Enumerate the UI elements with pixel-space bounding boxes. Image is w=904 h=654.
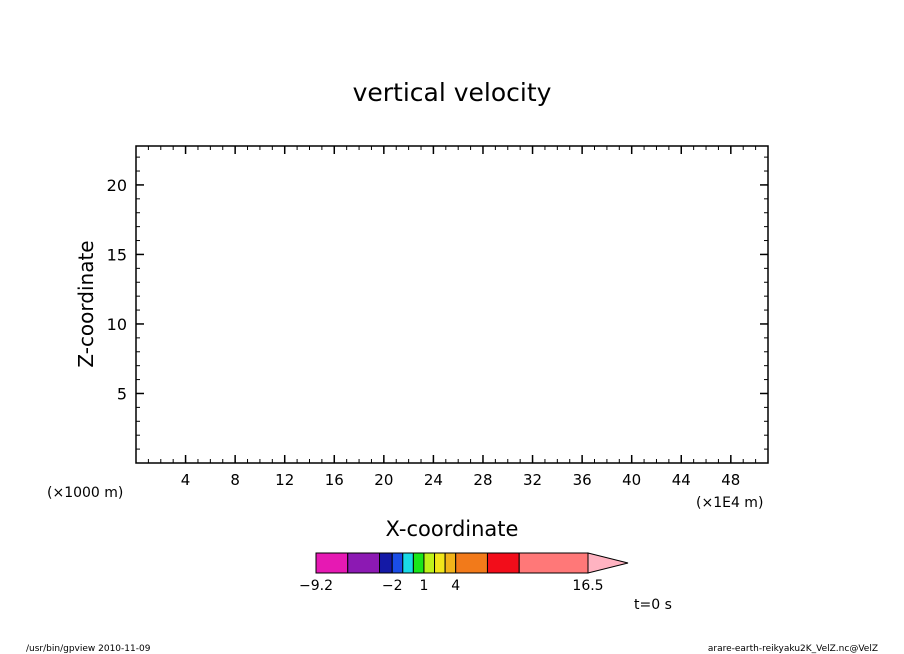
colorbar-segment [423, 552, 436, 574]
colorbar-segment [444, 552, 457, 574]
plot-frame [135, 145, 769, 464]
x-tick-label: 24 [424, 471, 443, 489]
x-tick-labels: 4 8 12 16 20 24 28 32 36 40 44 48 [181, 471, 741, 489]
colorbar-extend-arrow [587, 552, 629, 574]
colorbar-segment [391, 552, 404, 574]
colorbar [315, 552, 629, 574]
y-tick-labels: 5 10 15 20 [107, 176, 127, 404]
colorbar-segment [315, 552, 349, 574]
colorbar-segment [518, 552, 589, 574]
colorbar-tick-label: −9.2 [299, 578, 333, 594]
y-tick-label: 15 [107, 245, 127, 264]
x-tick-label: 48 [721, 471, 740, 489]
x-tick-label: 28 [473, 471, 492, 489]
x-tick-label: 4 [181, 471, 191, 489]
x-tick-label: 36 [573, 471, 592, 489]
colorbar-segment [379, 552, 393, 574]
x-unit-left: (×1000 m) [47, 485, 123, 501]
x-tick-label: 44 [672, 471, 691, 489]
axis-ticks [136, 146, 768, 463]
colorbar-labels: −9.2 −2 1 4 16.5 [299, 578, 604, 594]
y-axis-label: Z-coordinate [74, 240, 98, 367]
x-tick-label: 20 [374, 471, 393, 489]
x-tick-label: 40 [622, 471, 641, 489]
x-tick-label: 16 [325, 471, 344, 489]
chart-title: vertical velocity [353, 78, 552, 107]
x-unit-right: (×1E4 m) [696, 495, 763, 511]
colorbar-segment [347, 552, 381, 574]
colorbar-segment [455, 552, 488, 574]
y-tick-label: 10 [107, 315, 127, 334]
colorbar-tick-label: −2 [382, 578, 403, 594]
colorbar-segment [402, 552, 414, 574]
colorbar-segment [486, 552, 520, 574]
colorbar-tick-label: 16.5 [572, 578, 603, 594]
colorbar-segment [412, 552, 425, 574]
y-tick-label: 20 [107, 176, 127, 195]
y-tick-label: 5 [117, 384, 127, 403]
x-tick-label: 12 [275, 471, 294, 489]
footer-left: /usr/bin/gpview 2010-11-09 [26, 644, 151, 654]
footer-right: arare-earth-reikyaku2K_VelZ.nc@VelZ [708, 644, 878, 654]
x-axis-label: X-coordinate [386, 517, 519, 541]
x-tick-label: 8 [230, 471, 240, 489]
colorbar-tick-label: 4 [451, 578, 460, 594]
colorbar-tick-label: 1 [419, 578, 428, 594]
x-tick-label: 32 [523, 471, 542, 489]
colorbar-segment [434, 552, 446, 574]
time-label: t=0 s [634, 597, 672, 613]
